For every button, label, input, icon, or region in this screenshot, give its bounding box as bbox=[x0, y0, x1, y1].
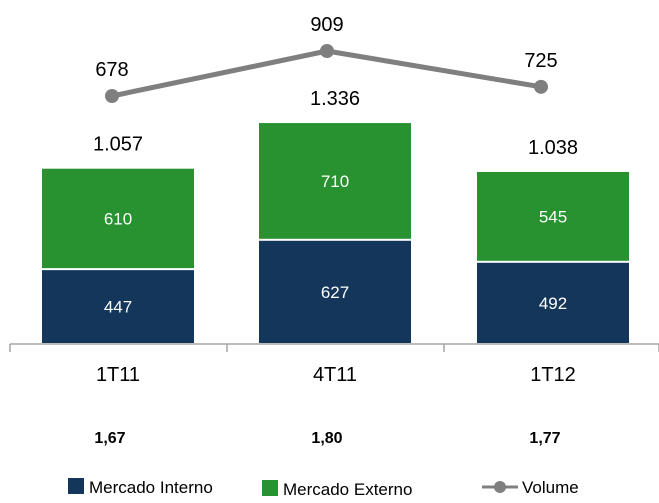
bottom-value-label: 1,67 bbox=[94, 430, 125, 447]
bar-mercado-interno bbox=[42, 270, 194, 343]
volume-point bbox=[105, 89, 119, 103]
legend: Mercado Interno Mercado Externo Volume bbox=[68, 478, 579, 499]
bottom-value-label: 1,77 bbox=[529, 430, 560, 447]
total-label: 1.057 bbox=[93, 134, 143, 156]
legend-swatch-mercado-interno bbox=[68, 478, 84, 494]
data-label-mercado-externo: 610 bbox=[104, 209, 132, 228]
x-axis bbox=[9, 343, 659, 352]
volume-point bbox=[534, 79, 548, 94]
label-layer: 447 610 1.057 1T11 1,67 627 710 1.336 4T11 1,80 49… bbox=[93, 14, 578, 447]
legend-label-mercado-interno: Mercado Interno bbox=[89, 478, 213, 497]
data-label-mercado-interno: 447 bbox=[104, 298, 132, 317]
total-label: 1.336 bbox=[310, 88, 360, 110]
bar-mercado-interno bbox=[259, 240, 411, 343]
bottom-value-label: 1,80 bbox=[311, 430, 342, 447]
bar-mercado-externo bbox=[259, 123, 411, 239]
category-label: 1T11 bbox=[96, 364, 140, 386]
volume-point bbox=[320, 44, 334, 58]
total-label: 1.038 bbox=[528, 137, 578, 159]
bar-layer bbox=[42, 123, 629, 343]
volume-label: 909 bbox=[310, 14, 343, 36]
bar-mercado-externo bbox=[42, 168, 194, 269]
data-label-mercado-externo: 710 bbox=[321, 172, 349, 191]
volume-label: 725 bbox=[524, 50, 557, 72]
category-label: 4T11 bbox=[313, 364, 357, 386]
volume-line-layer bbox=[105, 44, 548, 103]
legend-marker-volume bbox=[494, 481, 506, 493]
legend-swatch-mercado-externo bbox=[262, 480, 278, 496]
data-label-mercado-interno: 492 bbox=[539, 294, 567, 313]
legend-label-mercado-externo: Mercado Externo bbox=[283, 480, 412, 499]
volume-label: 678 bbox=[95, 59, 128, 81]
legend-label-volume: Volume bbox=[522, 478, 579, 497]
bar-mercado-externo bbox=[477, 171, 629, 261]
bar-mercado-interno bbox=[477, 262, 629, 343]
data-label-mercado-interno: 627 bbox=[321, 283, 349, 302]
data-label-mercado-externo: 545 bbox=[539, 207, 567, 226]
category-label: 1T12 bbox=[530, 364, 576, 386]
